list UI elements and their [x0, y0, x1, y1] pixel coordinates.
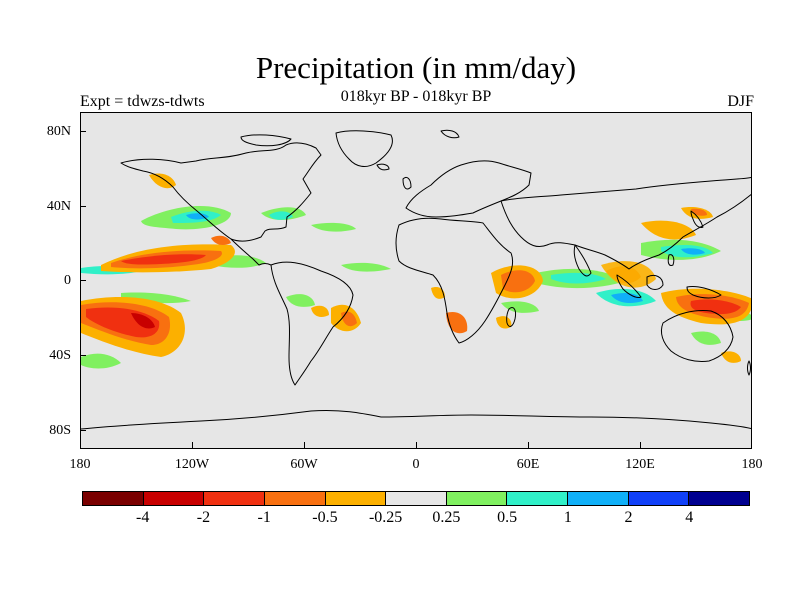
- colorbar-label: 2: [624, 509, 633, 526]
- colorbar-label: 1: [563, 509, 572, 526]
- dry-anomaly-south-pacific-peak: [131, 313, 155, 329]
- coastline-new-guinea: [686, 286, 722, 299]
- wet-anomaly-tropical-atlantic: [341, 262, 391, 272]
- wet-anomaly-indian-ocean-core: [551, 272, 606, 284]
- y-tick-label-40n: 40N: [46, 199, 71, 214]
- x-tick-label-60w: 60W: [290, 457, 318, 472]
- coastline-south-america: [270, 261, 354, 386]
- colorbar-label: -0.5: [312, 509, 338, 526]
- dry-anomaly-central-america: [211, 235, 231, 246]
- wet-anomaly-atlantic: [311, 222, 356, 232]
- colorbar-swatch: [204, 492, 265, 505]
- coastline-philippines: [667, 254, 675, 266]
- x-tick-mark: [640, 442, 641, 448]
- colorbar-label: -1: [257, 509, 271, 526]
- colorbar-swatch: [568, 492, 629, 505]
- y-tick-label-80n: 80N: [46, 124, 71, 139]
- colorbar-swatch: [143, 492, 205, 505]
- coastlines: [81, 129, 751, 430]
- colorbar-label: 0.25: [432, 509, 461, 526]
- wet-anomaly-west-pacific-peak: [681, 248, 705, 255]
- x-tick-mark: [416, 442, 417, 448]
- x-tick-mark: [528, 442, 529, 448]
- dry-anomaly-south-america-north: [311, 305, 329, 317]
- dry-anomaly-west-africa: [431, 287, 445, 299]
- x-tick-mark: [192, 442, 193, 448]
- coastline-europe: [405, 160, 532, 218]
- coastline-antarctica: [81, 409, 751, 430]
- dry-anomaly-china: [641, 220, 696, 240]
- colorbar-label: -4: [136, 509, 150, 526]
- wet-anomaly-maritime-core: [611, 293, 643, 303]
- colorbar: [82, 491, 750, 506]
- dry-anomaly-eq-pacific-core: [121, 254, 206, 265]
- wet-anomaly-north-pacific-peak: [186, 213, 209, 220]
- dry-anomaly-southeast-asia-outer: [601, 261, 656, 288]
- colorbar-label: 4: [685, 509, 694, 526]
- coastline-borneo: [646, 274, 664, 290]
- x-tick-mark: [304, 442, 305, 448]
- precipitation-map: [81, 129, 751, 430]
- coastline-north-america: [120, 142, 322, 242]
- colorbar-swatch: [386, 492, 447, 505]
- y-tick-mark: [80, 430, 86, 431]
- experiment-label: Expt = tdwzs-tdwts: [80, 93, 205, 110]
- y-tick-mark: [80, 206, 86, 207]
- coastline-uk: [402, 176, 412, 190]
- coastline-australia: [660, 310, 734, 362]
- dry-anomaly-madagascar: [496, 316, 512, 329]
- coastline-madagascar: [506, 306, 516, 327]
- y-tick-mark: [80, 280, 86, 281]
- colorbar-label: -0.25: [368, 509, 403, 526]
- x-tick-label-0: 0: [412, 457, 420, 472]
- colorbar-swatch: [507, 492, 569, 505]
- wet-anomaly-south-pacific: [81, 353, 121, 369]
- wet-anomaly-africa-east: [501, 301, 539, 313]
- colorbar-swatch: [628, 492, 690, 505]
- coastline-central-america: [230, 238, 272, 266]
- colorbar-swatch: [325, 492, 387, 505]
- colorbar-label: 0.5: [497, 509, 518, 526]
- wet-anomaly-south-america: [286, 294, 315, 307]
- coastline-new-zealand: [747, 360, 751, 376]
- wet-anomaly-australia: [691, 331, 721, 345]
- season-label: DJF: [727, 93, 754, 110]
- coastline-arctic-islands: [240, 134, 292, 147]
- coastline-iceland: [376, 163, 390, 171]
- dry-anomaly-alaska: [149, 173, 176, 189]
- negative-anomalies: [81, 173, 751, 363]
- coastline-japan: [690, 210, 704, 228]
- y-tick-label-80s: 80S: [49, 423, 71, 438]
- coastline-india: [573, 244, 592, 277]
- coastline-africa: [395, 217, 514, 344]
- x-tick-label-180w: 180: [69, 457, 91, 472]
- x-tick-label-180e: 180: [741, 457, 763, 472]
- dry-anomaly-nz: [721, 351, 741, 363]
- colorbar-swatch: [83, 492, 144, 505]
- y-tick-mark: [80, 131, 86, 132]
- colorbar-label: -2: [196, 509, 211, 526]
- colorbar-swatch: [264, 492, 326, 505]
- y-tick-label-40s: 40S: [49, 348, 71, 363]
- x-tick-label-60e: 60E: [516, 457, 540, 472]
- coastline-svalbard: [440, 129, 460, 139]
- coastline-asia: [500, 176, 751, 270]
- coastline-sumatra: [616, 274, 642, 298]
- coastline-greenland: [335, 130, 393, 167]
- map-subtitle: 018kyr BP - 018kyr BP: [340, 88, 492, 105]
- x-tick-label-120w: 120W: [174, 457, 210, 472]
- colorbar-swatch: [689, 492, 750, 505]
- y-tick-label-0: 0: [64, 273, 71, 288]
- x-tick-label-120e: 120E: [625, 457, 655, 472]
- colorbar-swatch: [446, 492, 508, 505]
- y-tick-mark: [80, 355, 86, 356]
- map-panel: [80, 112, 752, 449]
- map-title: Precipitation (in mm/day): [255, 50, 577, 85]
